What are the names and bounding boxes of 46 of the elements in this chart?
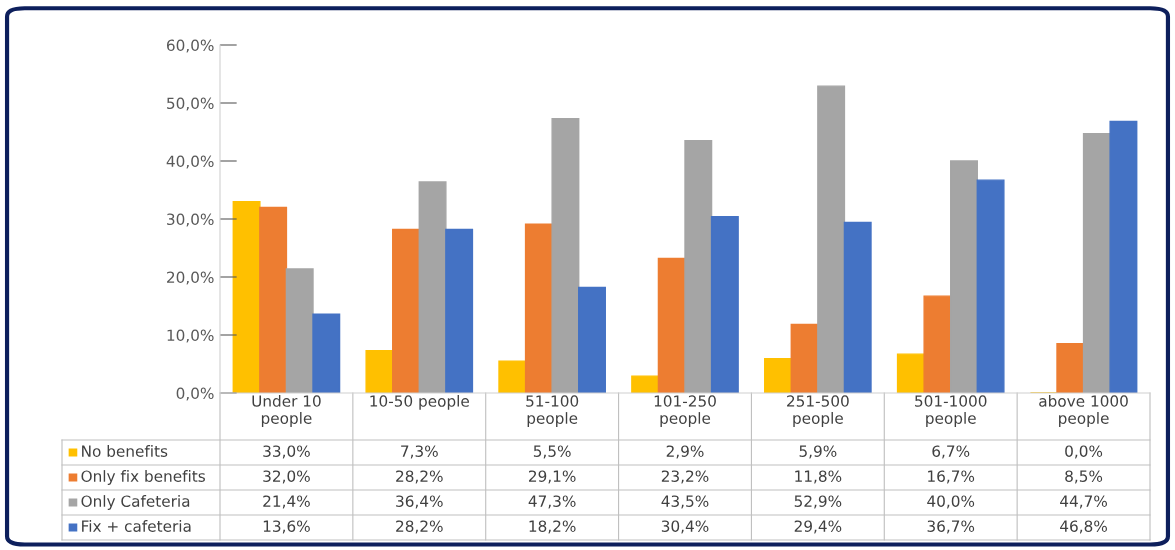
x-tick-label: 10-50 people — [370, 395, 469, 410]
y-tick-label: 40,0% — [166, 155, 214, 169]
data-label: 16,7% — [928, 470, 975, 484]
x-tick-label: 251-500 people — [787, 395, 849, 427]
y-tick-label: 50,0% — [167, 97, 214, 111]
y-tick-label: 60,0% — [166, 39, 214, 53]
data-label: 11,8% — [795, 470, 842, 484]
x-tick-label: 51-100 people — [526, 395, 579, 427]
data-label: 28,2% — [396, 470, 443, 484]
data-label: 7,3% — [401, 445, 438, 459]
data-label: 5,5% — [533, 445, 571, 459]
data-label: 46,8% — [1060, 520, 1107, 534]
y-tick-label: 0,0% — [176, 387, 214, 401]
x-tick-label: 101-250 people — [654, 395, 716, 427]
y-tick-label: 20,0% — [167, 271, 214, 285]
data-label: 36,4% — [396, 495, 443, 509]
data-label: 23,2% — [661, 470, 709, 484]
data-label: 13,6% — [263, 520, 310, 534]
data-label: 43,5% — [661, 495, 709, 509]
data-label: 30,4% — [661, 520, 709, 534]
data-label: 29,1% — [529, 470, 576, 484]
legend-label: Only fix benefits — [81, 470, 205, 485]
data-label: 40,0% — [927, 495, 975, 509]
data-label: 18,2% — [529, 520, 576, 534]
data-label: 29,4% — [794, 520, 842, 534]
data-label: 8,5% — [1065, 470, 1103, 484]
legend-label: Only Cafeteria — [81, 495, 190, 510]
x-tick-label: 501-1000 people — [915, 395, 987, 427]
data-label: 2,9% — [666, 445, 704, 459]
y-tick-label: 30,0% — [167, 213, 214, 227]
data-label: 28,2% — [396, 520, 443, 534]
x-tick-label: Under 10 people — [252, 395, 321, 427]
data-label: 36,7% — [927, 520, 975, 534]
legend-label: Fix + cafeteria — [82, 520, 191, 532]
legend-label: No benefits — [82, 445, 168, 457]
data-label: 52,9% — [794, 495, 842, 509]
data-label: 32,0% — [263, 470, 310, 484]
data-label: 47,3% — [528, 495, 576, 509]
data-label: 6,7% — [932, 445, 970, 459]
x-tick-label: above 1000 people — [1039, 395, 1128, 427]
data-label: 0,0% — [1065, 445, 1103, 459]
data-label: 5,9% — [799, 445, 837, 459]
y-tick-label: 10,0% — [167, 329, 214, 343]
data-label: 21,4% — [263, 495, 310, 509]
data-label: 33,0% — [263, 445, 310, 459]
data-label: 44,7% — [1060, 495, 1107, 509]
